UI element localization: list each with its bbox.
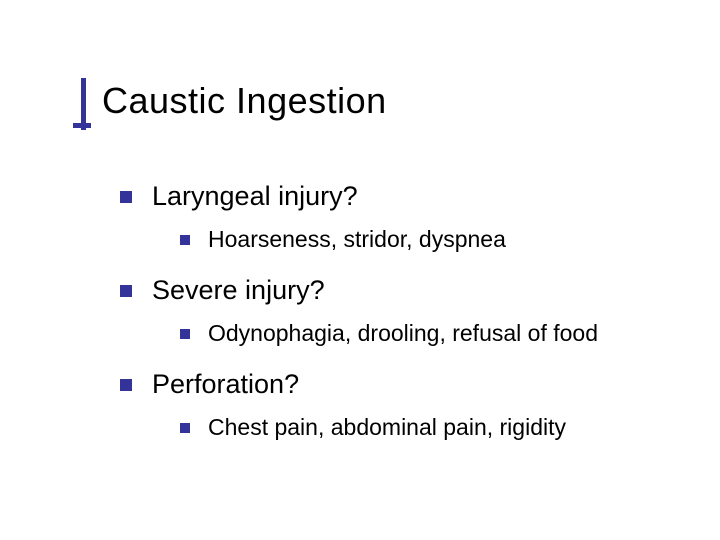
bullet-l2-text: Odynophagia, drooling, refusal of food <box>208 320 598 347</box>
accent-bar-horizontal <box>73 123 91 128</box>
bullet-l2-text: Chest pain, abdominal pain, rigidity <box>208 414 566 441</box>
bullet-l2: Chest pain, abdominal pain, rigidity <box>180 414 598 441</box>
bullet-l1-text: Severe injury? <box>152 275 325 306</box>
bullet-l2-text: Hoarseness, stridor, dyspnea <box>208 226 506 253</box>
slide-content: Laryngeal injury? Hoarseness, stridor, d… <box>120 175 598 463</box>
slide-title: Caustic Ingestion <box>102 80 387 122</box>
bullet-l1-text: Laryngeal injury? <box>152 181 358 212</box>
square-bullet-icon <box>120 379 132 391</box>
slide: Caustic Ingestion Laryngeal injury? Hoar… <box>0 0 720 540</box>
bullet-l1: Laryngeal injury? <box>120 181 598 212</box>
square-bullet-icon <box>180 423 190 433</box>
bullet-l2: Odynophagia, drooling, refusal of food <box>180 320 598 347</box>
bullet-l1-text: Perforation? <box>152 369 299 400</box>
bullet-l2: Hoarseness, stridor, dyspnea <box>180 226 598 253</box>
bullet-l1: Perforation? <box>120 369 598 400</box>
bullet-l1: Severe injury? <box>120 275 598 306</box>
square-bullet-icon <box>120 285 132 297</box>
square-bullet-icon <box>180 235 190 245</box>
square-bullet-icon <box>180 329 190 339</box>
square-bullet-icon <box>120 191 132 203</box>
